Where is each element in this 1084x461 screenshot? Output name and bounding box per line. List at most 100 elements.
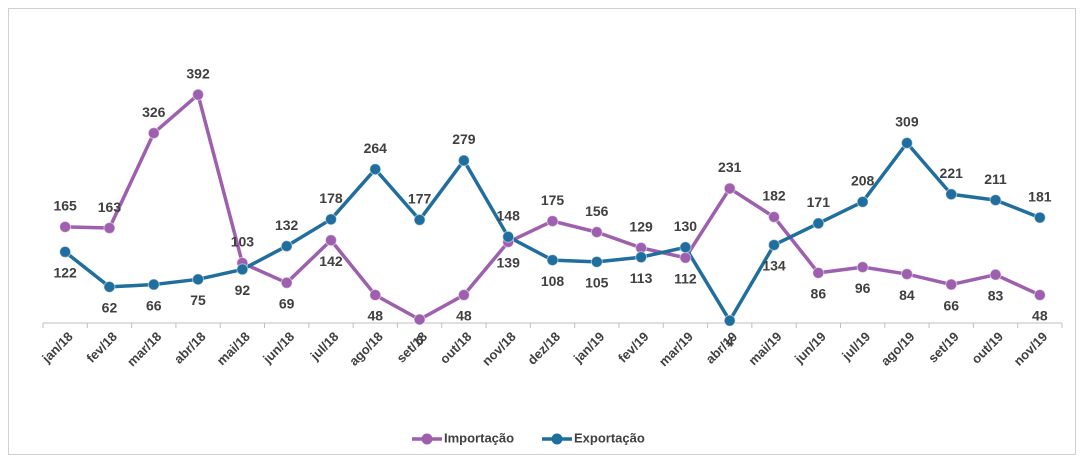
- data-label: 75: [190, 292, 206, 308]
- marker: [103, 280, 116, 293]
- marker: [59, 220, 72, 233]
- data-label: 279: [452, 131, 476, 147]
- x-tick-label: ago/18: [346, 329, 386, 369]
- x-tick-label: ago/19: [878, 329, 918, 369]
- data-label: 105: [585, 275, 609, 291]
- marker: [768, 210, 781, 223]
- marker: [1033, 289, 1046, 302]
- marker: [856, 195, 869, 208]
- marker: [989, 268, 1002, 281]
- data-label: 134: [762, 258, 786, 274]
- x-tick-label: dez/18: [524, 329, 563, 368]
- data-label: 66: [146, 297, 162, 313]
- x-tick-label: jan/19: [570, 329, 607, 366]
- data-label: 129: [629, 219, 653, 235]
- data-label: 132: [275, 217, 299, 233]
- data-label: 142: [319, 253, 343, 269]
- marker: [856, 261, 869, 274]
- data-label: 66: [943, 297, 959, 313]
- marker: [280, 240, 293, 253]
- data-label: 130: [674, 218, 698, 234]
- x-tick-label: jun/18: [259, 329, 297, 367]
- data-label: 69: [279, 296, 295, 312]
- x-tick-label: set/18: [393, 329, 430, 366]
- data-label: 165: [53, 198, 77, 214]
- marker: [768, 238, 781, 251]
- data-label: 163: [98, 199, 122, 215]
- data-label: 122: [53, 265, 77, 281]
- marker: [945, 278, 958, 291]
- data-label: 156: [585, 203, 609, 219]
- marker: [59, 245, 72, 258]
- data-label: 148: [497, 207, 521, 223]
- marker: [147, 127, 160, 140]
- x-tick-label: out/18: [437, 329, 475, 367]
- legend-marker: [551, 433, 563, 445]
- data-label: 178: [319, 190, 343, 206]
- x-tick-label: jul/18: [307, 329, 342, 364]
- x-tick-label: mar/18: [124, 329, 164, 369]
- data-label: 48: [367, 308, 383, 324]
- data-label: 309: [895, 114, 919, 130]
- marker: [369, 163, 382, 176]
- marker: [236, 263, 249, 276]
- series-line: [64, 141, 1041, 323]
- marker: [812, 266, 825, 279]
- chart-border: [8, 8, 1076, 455]
- data-label: 83: [988, 287, 1004, 303]
- data-label: 108: [541, 273, 565, 289]
- marker: [369, 289, 382, 302]
- marker: [900, 268, 913, 281]
- marker: [324, 234, 337, 247]
- data-label: 112: [674, 270, 697, 286]
- legend-label: Exportação: [574, 430, 645, 445]
- marker: [457, 289, 470, 302]
- data-label: 208: [851, 173, 875, 189]
- marker: [457, 154, 470, 167]
- marker: [679, 241, 692, 254]
- marker: [413, 313, 426, 326]
- marker: [989, 194, 1002, 207]
- marker: [900, 137, 913, 150]
- marker: [679, 251, 692, 264]
- marker: [546, 215, 559, 228]
- x-tick-label: nov/19: [1011, 329, 1051, 369]
- marker: [280, 276, 293, 289]
- data-label: 48: [456, 308, 472, 324]
- data-label: 264: [364, 140, 388, 156]
- x-tick-label: fev/18: [83, 329, 120, 366]
- marker: [723, 314, 736, 327]
- data-label: 6: [416, 332, 424, 348]
- legend-marker: [421, 433, 433, 445]
- marker: [590, 226, 603, 239]
- data-label: 86: [811, 286, 827, 302]
- data-label: 84: [899, 287, 915, 303]
- marker: [590, 255, 603, 268]
- x-tick-label: nov/18: [479, 329, 519, 369]
- x-tick-label: abr/19: [703, 329, 741, 367]
- x-tick-label: jun/19: [791, 329, 829, 367]
- marker: [546, 254, 559, 267]
- x-tick-label: mar/19: [656, 329, 696, 369]
- data-label: 181: [1028, 188, 1052, 204]
- data-label: 96: [855, 280, 871, 296]
- x-tick-label: fev/19: [615, 329, 652, 366]
- marker: [1033, 211, 1046, 224]
- data-label: 48: [1032, 308, 1048, 324]
- data-label: 326: [142, 104, 166, 120]
- marker: [635, 251, 648, 264]
- x-tick-label: abr/18: [171, 329, 209, 367]
- x-tick-label: mai/18: [214, 329, 253, 368]
- x-tick-label: out/19: [968, 329, 1006, 367]
- legend-label: Importação: [444, 430, 514, 445]
- data-label: 103: [231, 234, 255, 250]
- marker: [192, 88, 205, 101]
- x-tick-label: mai/19: [745, 329, 784, 368]
- data-label: 92: [235, 282, 251, 298]
- marker: [502, 230, 515, 243]
- data-label: 177: [408, 191, 432, 207]
- data-label: 182: [762, 188, 786, 204]
- data-label: 139: [497, 255, 521, 271]
- marker: [945, 188, 958, 201]
